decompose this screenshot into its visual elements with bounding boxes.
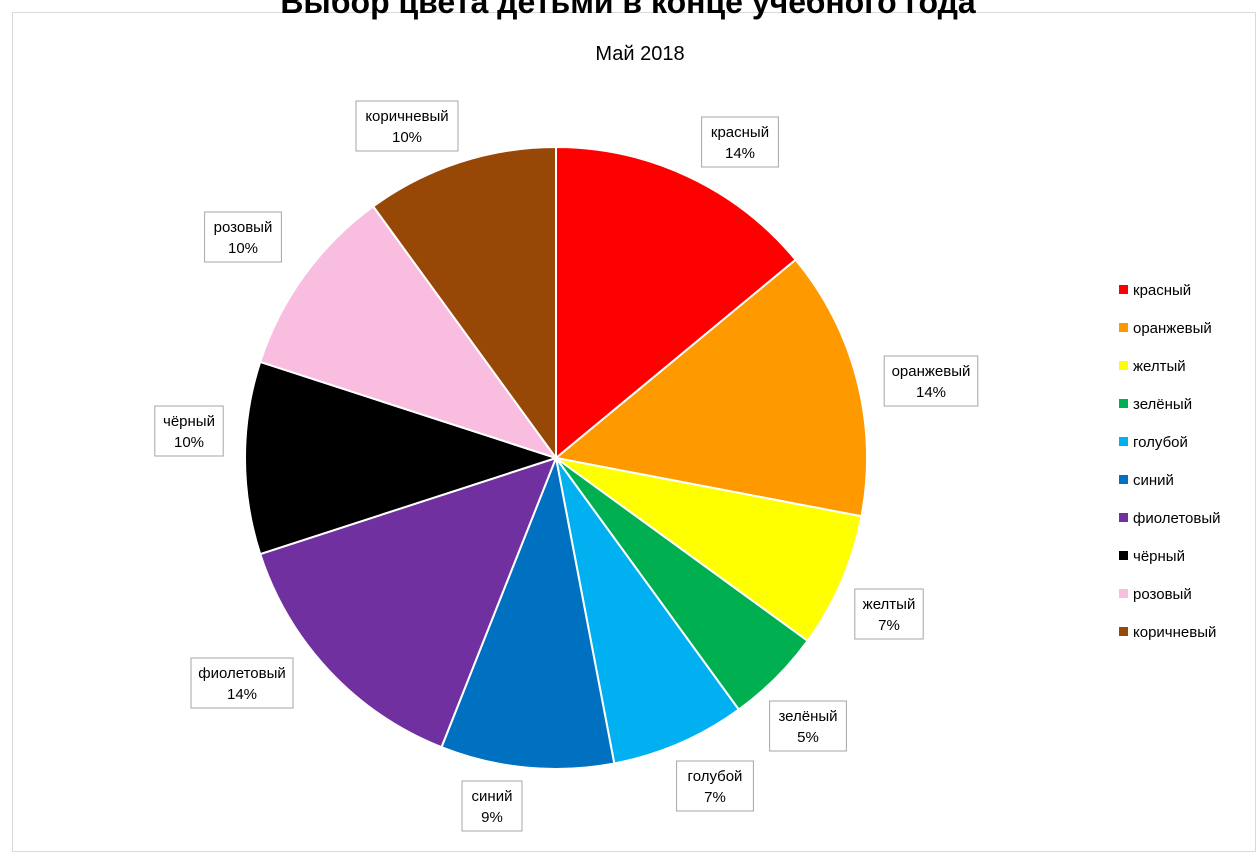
legend-item-5: голубой bbox=[1119, 434, 1188, 451]
data-label-box bbox=[190, 657, 294, 709]
legend-swatch bbox=[1119, 361, 1128, 370]
pie-slice-10 bbox=[371, 145, 557, 462]
data-label-2: оранжевый 14% bbox=[883, 355, 979, 407]
pie-slice-1 bbox=[555, 145, 798, 461]
data-label-box bbox=[701, 116, 779, 168]
data-label-percent: 9% bbox=[481, 809, 503, 826]
data-label-9: розовый 10% bbox=[204, 211, 282, 263]
legend-swatch bbox=[1119, 475, 1128, 484]
data-label-1: красный 14% bbox=[701, 116, 779, 168]
data-label-8: чёрный 10% bbox=[154, 405, 224, 457]
legend-label: чёрный bbox=[1133, 548, 1185, 565]
pie-slice-2 bbox=[553, 258, 868, 518]
legend-swatch bbox=[1119, 437, 1128, 446]
data-label-category: синий bbox=[472, 788, 513, 805]
pie-slices bbox=[244, 145, 868, 770]
legend-item-8: чёрный bbox=[1119, 548, 1185, 565]
data-label-category: фиолетовый bbox=[198, 665, 286, 682]
legend-item-4: зелёный bbox=[1119, 396, 1192, 413]
data-label-category: оранжевый bbox=[892, 363, 971, 380]
chart-title: Выбор цвета детьми в конце учебного года bbox=[280, 0, 976, 20]
data-label-4: зелёный 5% bbox=[769, 700, 847, 752]
data-label-percent: 14% bbox=[725, 145, 755, 162]
legend-item-9: розовый bbox=[1119, 586, 1192, 603]
data-label-category: красный bbox=[711, 124, 769, 141]
pie-slice-8 bbox=[244, 360, 560, 556]
legend-item-7: фиолетовый bbox=[1119, 510, 1221, 527]
data-label-box bbox=[854, 588, 924, 640]
legend-item-10: коричневый bbox=[1119, 624, 1216, 641]
data-label-6: синий 9% bbox=[461, 780, 523, 832]
pie-slice-6 bbox=[440, 454, 616, 770]
data-label-percent: 10% bbox=[392, 129, 422, 146]
chart-subtitle: Май 2018 bbox=[595, 43, 684, 65]
data-label-3: желтый 7% bbox=[854, 588, 924, 640]
data-label-box bbox=[883, 355, 979, 407]
data-label-box bbox=[461, 780, 523, 832]
legend-item-6: синий bbox=[1119, 472, 1174, 489]
data-label-category: голубой bbox=[688, 768, 743, 785]
legend-label: розовый bbox=[1133, 586, 1192, 603]
data-label-percent: 7% bbox=[878, 617, 900, 634]
legend-label: красный bbox=[1133, 282, 1191, 299]
data-label-percent: 10% bbox=[228, 240, 258, 257]
data-label-box bbox=[154, 405, 224, 457]
data-label-category: желтый bbox=[863, 596, 916, 613]
data-label-10: коричневый 10% bbox=[355, 100, 459, 152]
data-label-percent: 14% bbox=[227, 686, 257, 703]
data-label-5: голубой 7% bbox=[676, 760, 754, 812]
data-label-box bbox=[769, 700, 847, 752]
data-label-category: коричневый bbox=[365, 108, 448, 125]
legend-label: синий bbox=[1133, 472, 1174, 489]
pie-slice-3 bbox=[555, 457, 863, 643]
data-label-box bbox=[676, 760, 754, 812]
pie-slice-5 bbox=[555, 457, 741, 765]
legend-item-3: желтый bbox=[1119, 358, 1186, 375]
legend-swatch bbox=[1119, 285, 1128, 294]
legend-swatch bbox=[1119, 551, 1128, 560]
legend-swatch bbox=[1119, 399, 1128, 408]
legend-label: желтый bbox=[1133, 358, 1186, 375]
data-label-category: чёрный bbox=[163, 413, 215, 430]
data-label-7: фиолетовый 14% bbox=[190, 657, 294, 709]
data-label-category: розовый bbox=[214, 219, 273, 236]
data-label-box bbox=[355, 100, 459, 152]
data-label-percent: 14% bbox=[916, 384, 946, 401]
legend-swatch bbox=[1119, 323, 1128, 332]
legend-swatch bbox=[1119, 513, 1128, 522]
legend: красный оранжевый желтый зелёный голубой сини… bbox=[1119, 282, 1221, 641]
legend-label: оранжевый bbox=[1133, 320, 1212, 337]
legend-swatch bbox=[1119, 627, 1128, 636]
legend-item-2: оранжевый bbox=[1119, 320, 1212, 337]
data-label-percent: 10% bbox=[174, 434, 204, 451]
data-labels: красный 14% оранжевый 14% желтый 7% зелёный 5% г… bbox=[154, 100, 979, 832]
legend-swatch bbox=[1119, 589, 1128, 598]
data-label-percent: 5% bbox=[797, 729, 819, 746]
legend-label: коричневый bbox=[1133, 624, 1216, 641]
legend-label: зелёный bbox=[1133, 396, 1192, 413]
data-label-box bbox=[204, 211, 282, 263]
data-label-category: зелёный bbox=[778, 708, 837, 725]
legend-label: голубой bbox=[1133, 434, 1188, 451]
data-label-percent: 7% bbox=[704, 789, 726, 806]
legend-label: фиолетовый bbox=[1133, 510, 1221, 527]
pie-slice-9 bbox=[258, 205, 559, 460]
legend-item-1: красный bbox=[1119, 282, 1191, 299]
